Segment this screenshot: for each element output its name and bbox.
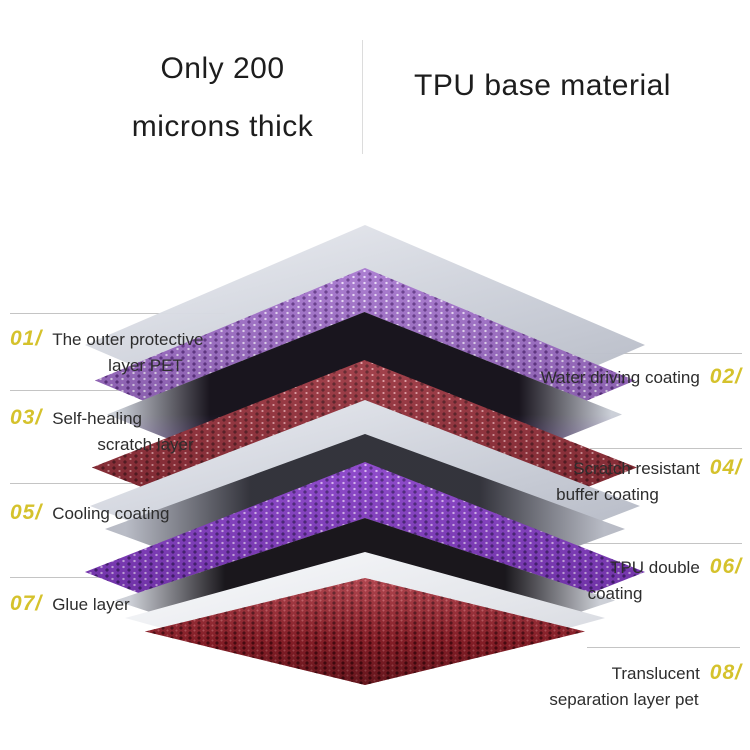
label-number: 07/ [10,592,43,615]
label-text-line2: separation layer pet [549,690,699,709]
leader-line-04 [590,448,742,449]
left-title-line1: Only 200 [160,52,285,85]
label-number: 05/ [10,501,43,524]
left-title-line2: microns thick [131,110,314,143]
label-number: 08/ [709,661,742,684]
label-number: 02/ [709,365,742,388]
header-divider [362,40,363,154]
label-number: 06/ [709,555,742,578]
label-text: Glue layer [52,595,130,614]
label-text: Translucent [611,664,700,683]
leader-line-01 [10,313,225,314]
leader-line-02 [520,353,742,354]
right-title: TPU base material [414,69,671,102]
leader-line-05 [10,483,222,484]
label-number: 04/ [709,456,742,479]
label-number: 01/ [10,327,43,350]
leader-line-08 [587,647,740,648]
label-translucent-separation: Translucent 08/ separation layer pet [512,660,742,713]
left-title: Only 200 microns thick [95,40,350,156]
label-number: 03/ [10,406,43,429]
label-row: Translucent 08/ [512,660,742,687]
leader-line-06 [572,543,742,544]
leader-line-03 [10,390,225,391]
